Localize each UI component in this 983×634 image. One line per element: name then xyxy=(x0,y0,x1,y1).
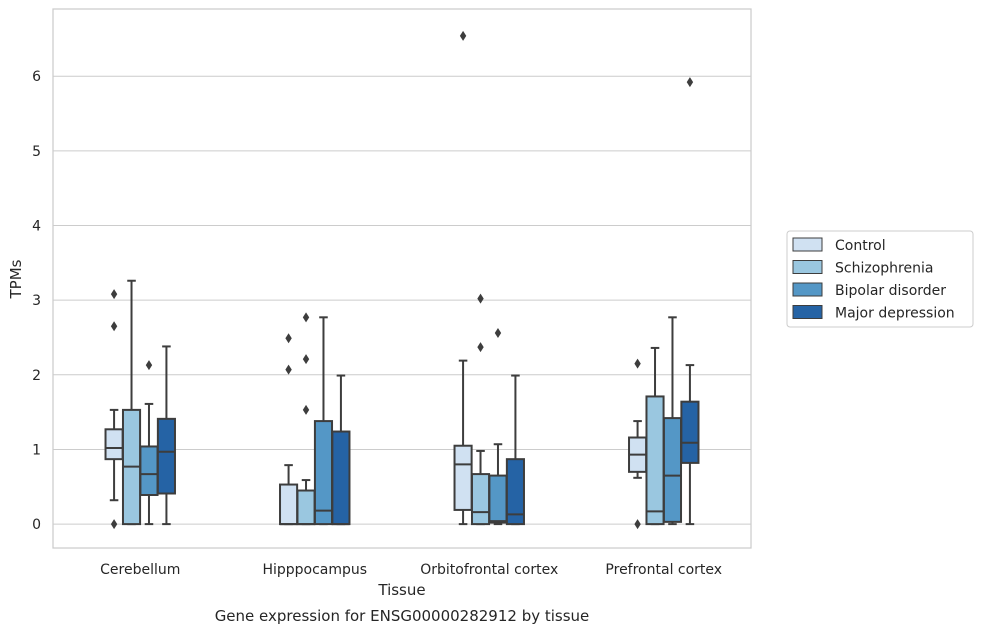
box-group xyxy=(680,77,700,526)
box-group xyxy=(488,327,508,526)
flier-point xyxy=(145,360,153,371)
box-group xyxy=(156,345,176,526)
box-layer xyxy=(104,30,700,530)
flier-point xyxy=(302,404,310,415)
box xyxy=(645,395,665,526)
box-group xyxy=(121,279,142,526)
legend-frame xyxy=(786,230,974,328)
x-tick-label: Cerebellum xyxy=(100,562,180,578)
y-tick-label: 3 xyxy=(32,293,41,309)
box-group xyxy=(139,360,159,526)
box xyxy=(662,417,683,523)
flier-point xyxy=(686,77,694,88)
box xyxy=(505,458,525,526)
flier-point xyxy=(110,321,118,332)
y-tick-label: 4 xyxy=(32,218,41,234)
legend-swatch xyxy=(792,305,823,319)
box xyxy=(139,445,159,496)
flier-point xyxy=(285,364,292,375)
flier-point xyxy=(634,519,641,530)
box-group xyxy=(453,30,473,526)
flier-point xyxy=(302,354,310,365)
flier-point xyxy=(302,312,310,323)
y-tick-label: 5 xyxy=(32,144,41,160)
y-tick-label: 1 xyxy=(32,442,41,458)
legend-label: Major depression xyxy=(835,306,955,322)
x-axis-title: Tissue xyxy=(377,581,425,599)
box-group xyxy=(313,316,334,526)
box-group xyxy=(279,333,299,526)
flier-point xyxy=(477,342,484,353)
y-tick-label: 2 xyxy=(32,368,41,384)
legend-swatch xyxy=(792,260,823,274)
x-tick-labels: Cerebellum Hipppocampus Orbitofrontal cort… xyxy=(100,562,722,578)
flier-point xyxy=(494,327,502,338)
flier-point xyxy=(459,30,467,41)
box xyxy=(279,483,299,526)
flier-point xyxy=(110,289,118,300)
box xyxy=(488,474,508,524)
chart-caption: Gene expression for ENSG00000282912 by t… xyxy=(215,607,590,625)
box xyxy=(470,473,491,526)
legend-label: Schizophrenia xyxy=(835,261,933,277)
x-tick-label: Prefrontal cortex xyxy=(605,562,722,578)
y-tick-label: 0 xyxy=(32,517,41,533)
box xyxy=(104,428,124,461)
legend-label: Control xyxy=(835,238,886,254)
box xyxy=(296,489,316,526)
legend-swatch xyxy=(792,237,823,252)
box-group xyxy=(505,374,525,526)
legend-label: Bipolar disorder xyxy=(835,283,946,299)
box xyxy=(453,444,473,511)
flier-point xyxy=(110,519,118,530)
y-tick-labels: 0 1 2 3 4 5 6 xyxy=(32,69,41,533)
box-group xyxy=(296,312,316,526)
box xyxy=(680,400,700,464)
box xyxy=(313,420,334,526)
box-group xyxy=(104,289,124,530)
flier-point xyxy=(285,333,292,344)
box-group xyxy=(662,316,683,526)
legend-swatch xyxy=(792,282,823,297)
box xyxy=(156,417,176,495)
box xyxy=(331,430,351,526)
plot-frame xyxy=(52,8,752,549)
x-tick-label: Orbitofrontal cortex xyxy=(420,562,558,578)
box-group xyxy=(331,374,351,526)
flier-point xyxy=(477,293,484,304)
y-tick-label: 6 xyxy=(32,69,41,85)
y-axis-title: TPMs xyxy=(7,259,25,299)
flier-point xyxy=(634,358,641,369)
box-group xyxy=(628,358,648,530)
x-tick-label: Hipppocampus xyxy=(262,562,367,578)
legend: Control Schizophrenia Bipolar disorder Majo… xyxy=(786,230,974,328)
box-group xyxy=(470,293,491,526)
